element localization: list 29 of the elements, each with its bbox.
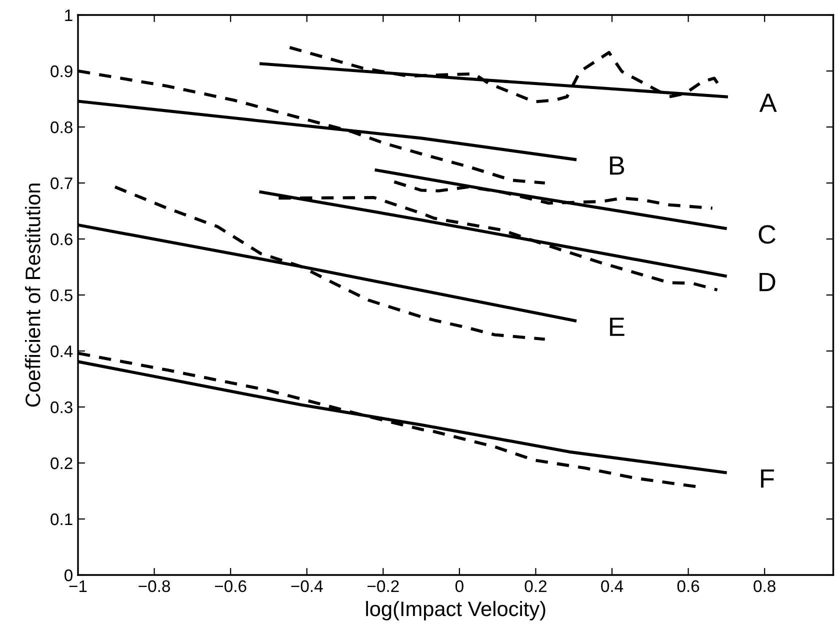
x-tick-label: −0.6 <box>214 580 246 592</box>
legend-label: C <box>758 225 776 244</box>
x-axis-title: log(Impact Velocity) <box>366 600 546 620</box>
y-tick-label: 0.1 <box>50 513 72 526</box>
series-label: A <box>759 94 777 112</box>
series-label: B <box>610 156 624 175</box>
y-tick-label: 0.7 <box>50 177 72 190</box>
y-axis-title: Coefficient of Restitution <box>24 184 40 407</box>
x-tick-label: −0.8 <box>138 580 170 592</box>
y-tick-label: 0.6 <box>50 233 72 246</box>
legend-label: F <box>761 470 774 488</box>
x-tick-label: −1 <box>69 580 87 592</box>
x-tick-label: −0.2 <box>368 580 399 592</box>
y-tick-label: 0 <box>64 569 72 582</box>
y-tick-label: 0.8 <box>50 121 72 134</box>
legend-label: D <box>760 272 776 292</box>
y-tick-label: 0.9 <box>50 65 72 78</box>
y-tick-label: 0.2 <box>50 457 72 470</box>
x-tick-label: 0.2 <box>524 580 546 592</box>
x-tick-label: 0 <box>455 580 464 592</box>
series-label: E <box>610 318 624 336</box>
y-tick-label: 0.4 <box>50 345 73 358</box>
x-tick-label: 0.8 <box>754 580 776 592</box>
y-tick-label: 1 <box>65 10 72 22</box>
x-tick-label: 0.4 <box>601 580 624 592</box>
y-tick-label: 0.3 <box>50 401 72 414</box>
x-tick-label: −0.4 <box>291 580 323 592</box>
x-tick-label: 0.6 <box>677 580 700 592</box>
y-tick-label: 0.5 <box>50 289 72 302</box>
